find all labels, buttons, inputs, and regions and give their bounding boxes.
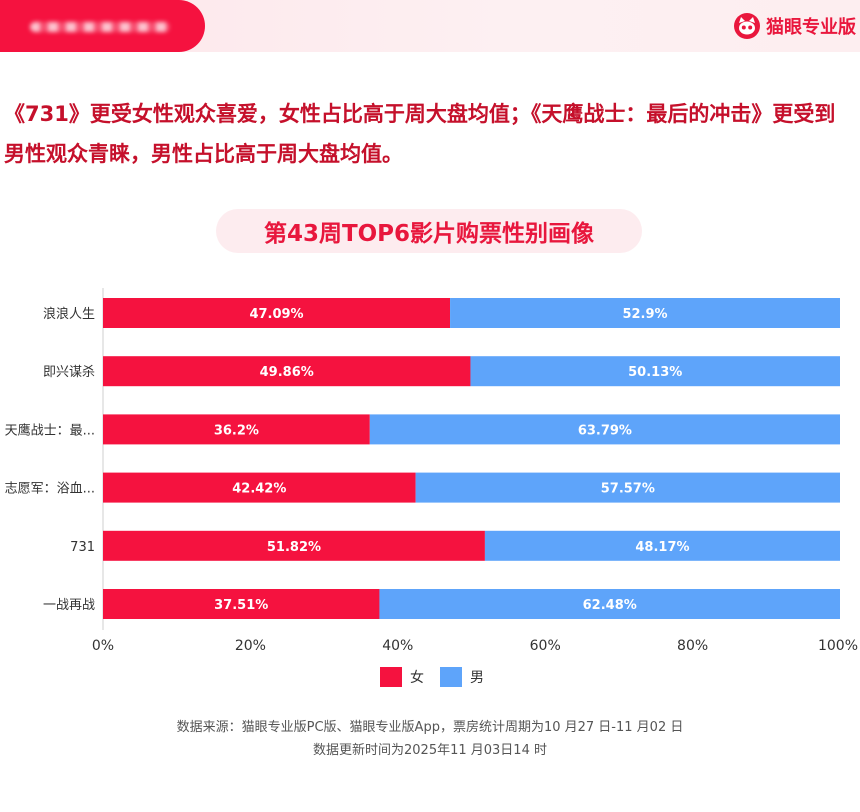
legend-swatch-male: [440, 667, 462, 687]
category-label: 即兴谋杀: [43, 365, 95, 380]
x-tick-label: 60%: [530, 638, 561, 654]
data-label-female: 36.2%: [214, 423, 259, 438]
x-tick-label: 40%: [382, 638, 413, 654]
x-tick-label: 20%: [235, 638, 266, 654]
data-label-male: 62.48%: [583, 598, 637, 613]
bar-male: [415, 472, 840, 503]
stacked-bar-chart: 浪浪人生 47.09% 52.9% 即兴谋杀 49.86% 50.13% 天鹰战士：最...…: [5, 288, 858, 654]
chart-title: 第43周TOP6影片购票性别画像: [216, 209, 642, 253]
data-label-female: 37.51%: [214, 598, 268, 613]
footer-source-line: 数据来源：猫眼专业版PC版、猫眼专业版App，票房统计周期为10 月27 日-1…: [176, 720, 684, 735]
data-label-male: 63.79%: [578, 423, 632, 438]
bar-male: [450, 298, 840, 328]
category-label: 浪浪人生: [43, 307, 95, 322]
data-label-male: 48.17%: [635, 540, 689, 555]
category-label: 志愿军：浴血...: [5, 482, 95, 497]
brand-name: 猫眼专业版: [766, 17, 856, 38]
data-label-male: 57.57%: [601, 482, 655, 497]
x-tick-label: 0%: [92, 638, 114, 654]
header-tag-pill: [0, 0, 205, 52]
legend-label-male: 男: [470, 670, 484, 686]
legend-label-female: 女: [410, 670, 424, 686]
data-label-female: 42.42%: [232, 482, 286, 497]
bar-male: [379, 589, 840, 619]
chart-legend: 女 男: [380, 666, 500, 688]
data-label-female: 49.86%: [260, 365, 314, 380]
data-label-female: 47.09%: [249, 307, 303, 322]
legend-swatch-female: [380, 667, 402, 687]
bar-female: [103, 356, 471, 387]
category-label: 天鹰战士：最...: [5, 422, 95, 438]
blurred-tag-text: [30, 22, 170, 32]
category-label: 一战再战: [43, 598, 95, 613]
data-label-male: 52.9%: [622, 307, 667, 322]
brand-logo: 猫眼专业版: [734, 12, 856, 40]
bar-male: [484, 530, 840, 561]
legend-item-female: 女: [380, 667, 424, 687]
bar-female: [103, 589, 380, 619]
bar-male: [369, 414, 840, 445]
x-tick-label: 100%: [818, 638, 858, 654]
data-label-female: 51.82%: [267, 540, 321, 555]
category-label: 731: [70, 540, 95, 555]
bar-female: [103, 472, 416, 503]
data-source-footer: 数据来源：猫眼专业版PC版、猫眼专业版App，票房统计周期为10 月27 日-1…: [0, 716, 860, 762]
bar-female: [103, 530, 485, 561]
bar-female: [103, 298, 451, 328]
data-label-male: 50.13%: [628, 365, 682, 380]
footer-update-line: 数据更新时间为2025年11 月03日14 时: [313, 743, 547, 758]
bar-male: [470, 356, 840, 387]
legend-item-male: 男: [440, 667, 484, 687]
x-tick-label: 80%: [677, 638, 708, 654]
headline-text: 《731》更受女性观众喜爱，女性占比高于周大盘均值；《天鹰战士：最后的冲击》更受…: [4, 102, 836, 166]
cat-eye-icon: [734, 13, 760, 39]
bar-female: [103, 414, 370, 445]
